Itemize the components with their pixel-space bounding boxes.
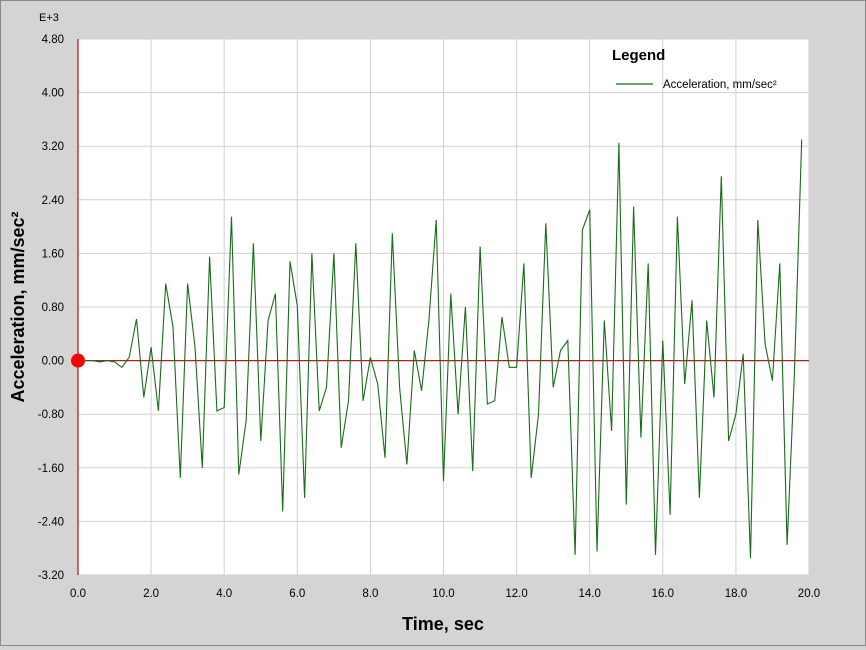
- y-tick-label: 4.80: [42, 34, 64, 46]
- x-tick-label: 20.0: [798, 588, 820, 600]
- x-tick-label: 14.0: [579, 588, 601, 600]
- legend: Legend Acceleration, mm/sec²: [612, 47, 777, 91]
- legend-entry-acceleration: Acceleration, mm/sec²: [663, 79, 777, 91]
- y-axis-title: Acceleration, mm/sec²: [8, 211, 28, 402]
- y-tick-label: -3.20: [38, 570, 64, 582]
- x-tick-label: 0.0: [70, 588, 86, 600]
- x-tick-label: 4.0: [216, 588, 232, 600]
- y-tick-label: 4.00: [42, 88, 64, 100]
- x-tick-label: 8.0: [362, 588, 378, 600]
- y-tick-label: 0.00: [42, 356, 64, 368]
- x-tick-label: 2.0: [143, 588, 159, 600]
- y-tick-label: 3.20: [42, 141, 64, 153]
- y-tick-label: 2.40: [42, 195, 64, 207]
- y-multiplier-label: E+3: [39, 12, 59, 24]
- x-tick-label: 12.0: [505, 588, 527, 600]
- origin-marker[interactable]: [71, 353, 85, 368]
- x-tick-label: 16.0: [652, 588, 674, 600]
- x-tick-label: 6.0: [289, 588, 305, 600]
- x-tick-label: 10.0: [432, 588, 454, 600]
- y-tick-label: 1.60: [42, 248, 64, 260]
- y-tick-label: -0.80: [38, 409, 64, 421]
- y-tick-label: -2.40: [38, 516, 64, 528]
- tick-labels: 0.0 2.0 4.0 6.0 8.0 10.0 12.0 14.0 16.0 18.0 20.0 -…: [38, 34, 820, 600]
- x-axis-title: Time, sec: [402, 614, 484, 634]
- legend-title: Legend: [612, 47, 665, 64]
- x-tick-label: 18.0: [725, 588, 747, 600]
- y-tick-label: -1.60: [38, 463, 64, 475]
- y-tick-label: 0.80: [42, 302, 64, 314]
- acceleration-series-line: [78, 139, 803, 559]
